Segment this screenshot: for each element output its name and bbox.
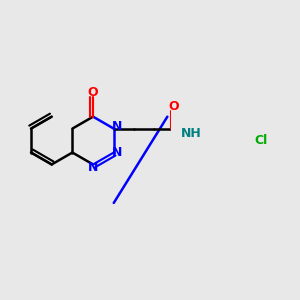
Text: N: N [112,120,122,133]
Text: N: N [88,161,98,174]
Text: O: O [169,100,179,113]
Text: N: N [112,146,122,159]
Text: NH: NH [181,127,202,140]
Text: O: O [88,86,98,99]
Text: Cl: Cl [254,134,268,147]
